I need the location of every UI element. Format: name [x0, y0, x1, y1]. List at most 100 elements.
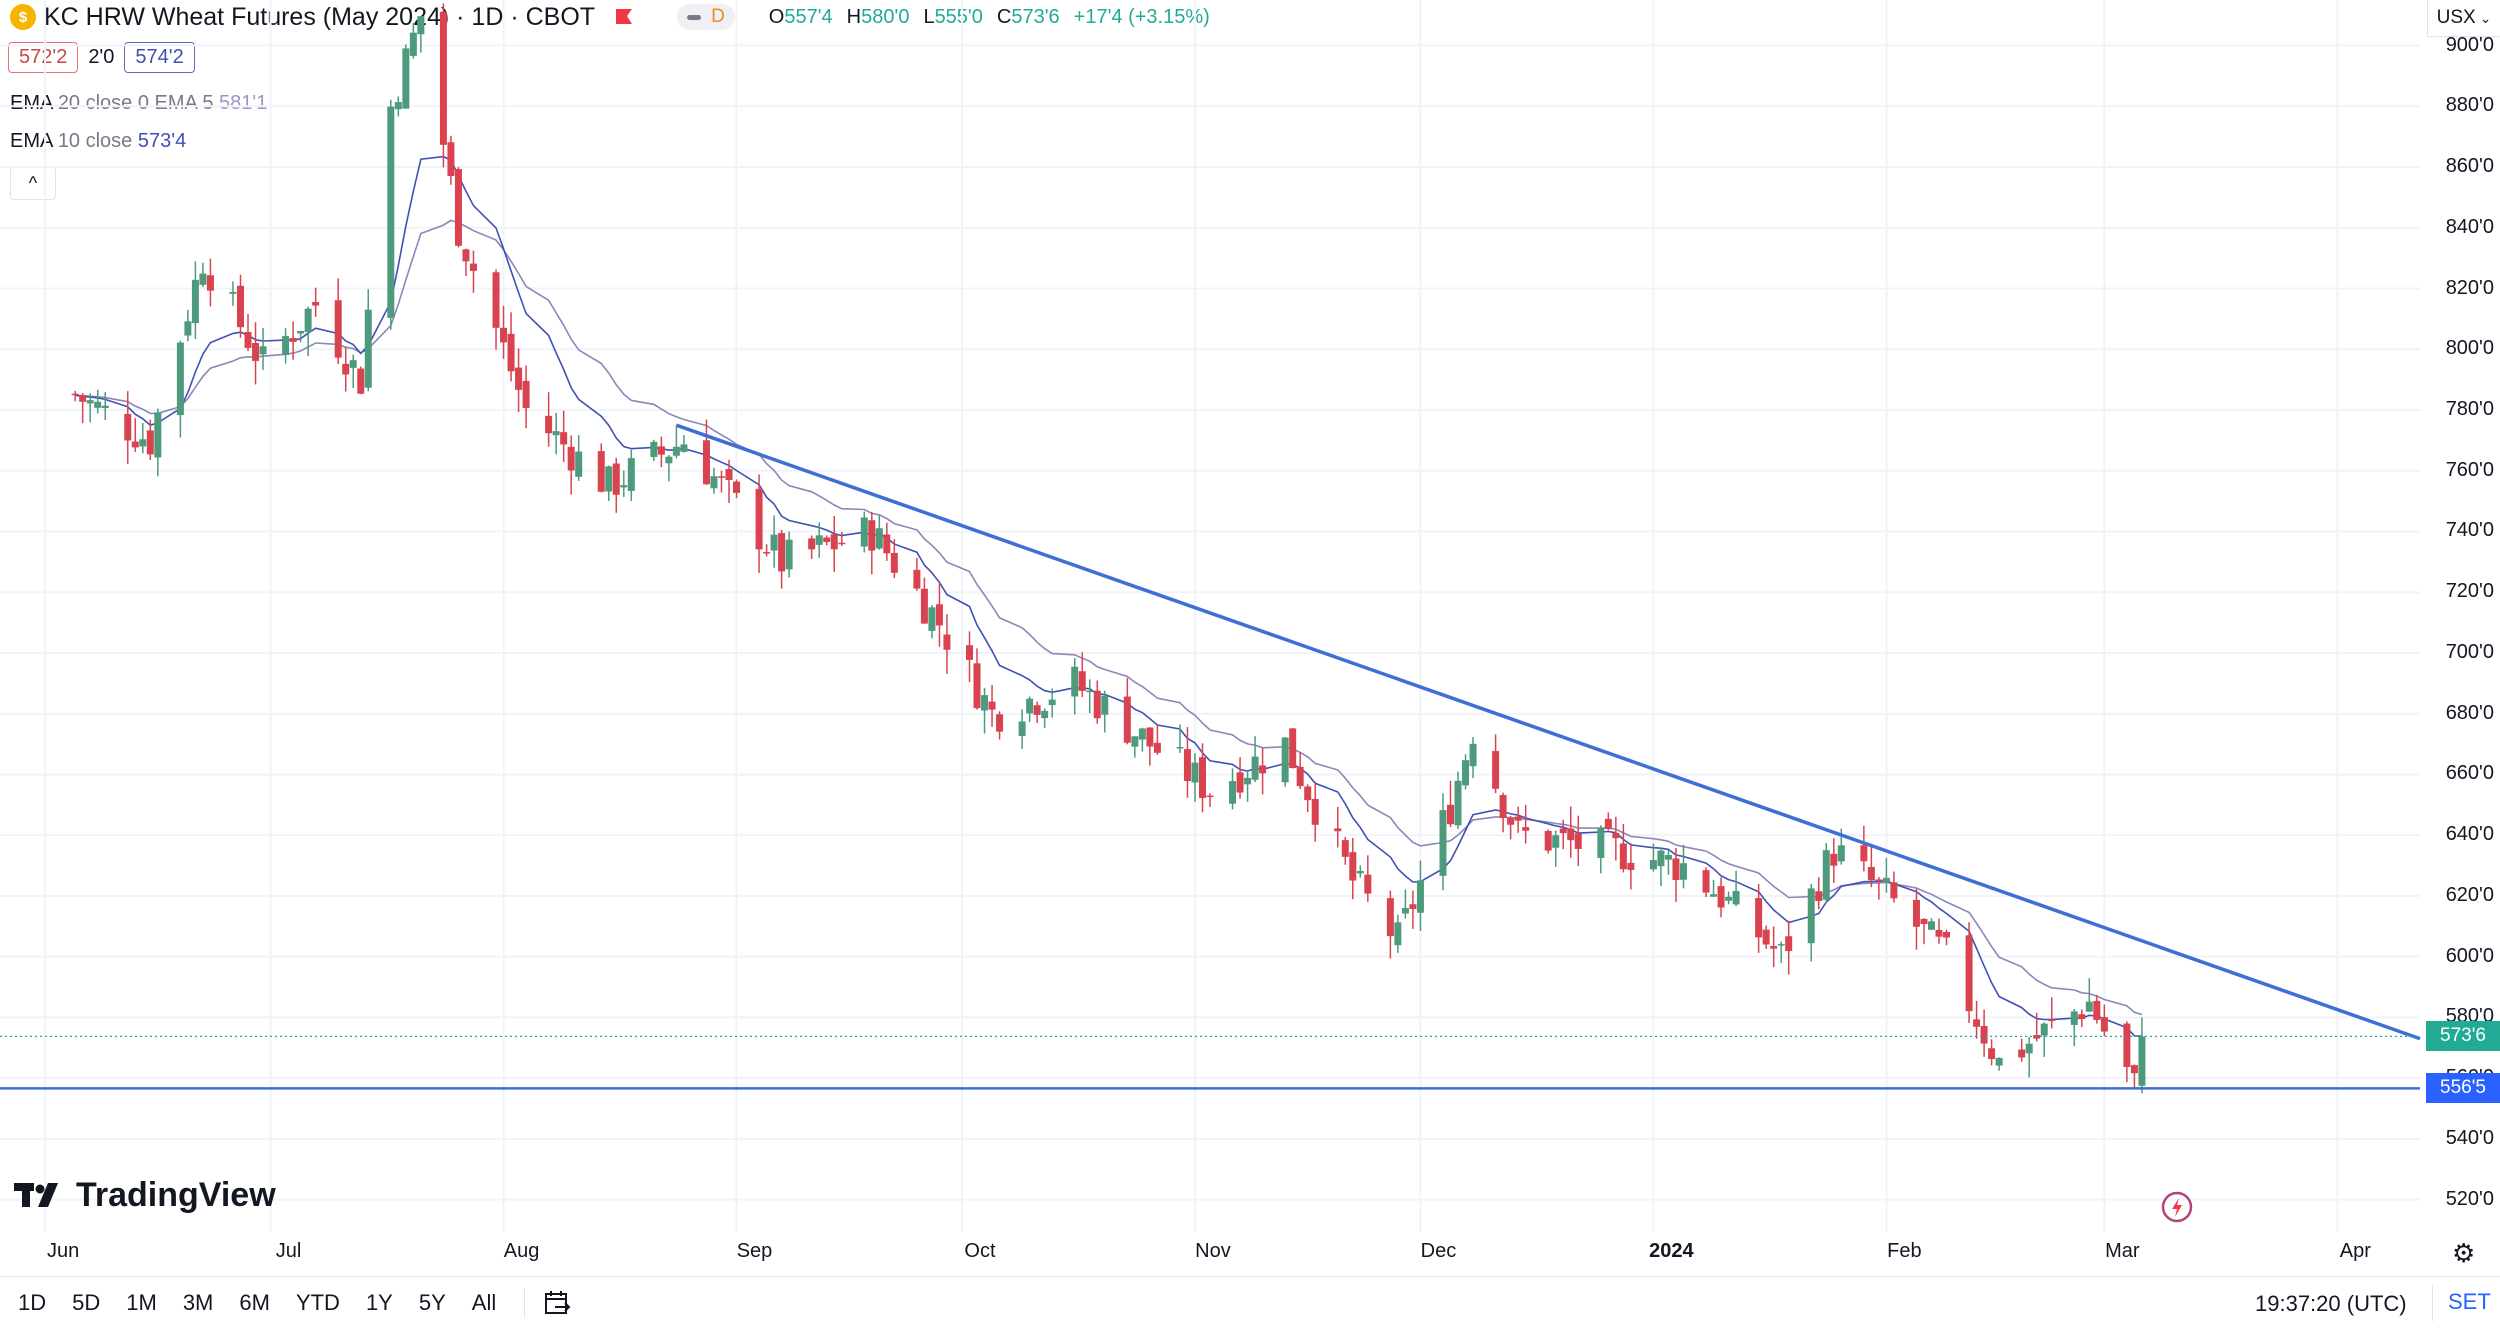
- go-to-date-icon[interactable]: [541, 1287, 573, 1319]
- candle-body: [94, 401, 102, 408]
- candle-body: [1026, 698, 1034, 714]
- candle-down: [1349, 837, 1357, 900]
- range-1d-button[interactable]: 1D: [18, 1290, 47, 1315]
- candle-down: [913, 557, 921, 591]
- candle-body: [79, 395, 87, 402]
- candle-body: [2123, 1023, 2131, 1067]
- toolbar-divider: [2432, 1285, 2433, 1321]
- candle-down: [717, 470, 725, 493]
- candle-body: [943, 634, 951, 650]
- candle-down: [1259, 747, 1267, 795]
- candle-up: [139, 422, 147, 454]
- candle-body: [146, 430, 154, 455]
- price-axis[interactable]: 900'0 880'0 860'0 840'0 820'0 800'0 780'0 760'0…: [2420, 0, 2500, 1240]
- candle-down: [492, 269, 500, 350]
- candle-down: [244, 313, 252, 352]
- ohlc-low-value: 555'0: [934, 5, 983, 28]
- range-5y-button[interactable]: 5Y: [418, 1290, 446, 1315]
- candle-body: [1236, 772, 1244, 793]
- range-all-button[interactable]: All: [471, 1290, 497, 1315]
- candle-body: [252, 343, 260, 361]
- candle-body: [552, 431, 560, 436]
- candle-body: [1612, 832, 1620, 839]
- candle-body: [545, 415, 553, 434]
- candle-down: [560, 410, 568, 462]
- candle-body: [1499, 795, 1507, 819]
- range-3m-button[interactable]: 3M: [182, 1290, 214, 1315]
- chevron-up-icon: ^: [28, 172, 38, 193]
- candle-body: [364, 309, 372, 388]
- candle-body: [1349, 852, 1357, 881]
- session-set-button[interactable]: SET: [2448, 1289, 2491, 1314]
- candle-up: [1725, 891, 1733, 905]
- candle-body: [1710, 894, 1718, 897]
- candle-up: [1597, 825, 1605, 874]
- flag-icon[interactable]: [613, 7, 635, 27]
- ema20-line-path: [75, 219, 2143, 1016]
- candle-down: [1033, 701, 1041, 723]
- candle-down: [545, 392, 553, 447]
- range-1y-button[interactable]: 1Y: [365, 1290, 393, 1315]
- candle-body: [409, 32, 417, 56]
- candle-up: [1251, 736, 1259, 783]
- gear-icon[interactable]: ⚙: [2452, 1238, 2476, 1268]
- candle-body: [1229, 781, 1237, 804]
- horizontal-line-price-tag: 556'5: [2426, 1073, 2500, 1104]
- candle-up: [2138, 1017, 2146, 1094]
- sell-price-button[interactable]: 572'2: [8, 42, 79, 73]
- candle-body: [966, 645, 974, 660]
- candle-body: [1251, 756, 1259, 780]
- ohlc-low-key: L: [923, 5, 935, 28]
- candle-body: [973, 663, 981, 709]
- candle-down: [1341, 836, 1349, 865]
- candle-up: [417, 15, 425, 53]
- candle-down: [838, 531, 846, 546]
- candle-down: [1980, 1009, 1988, 1057]
- candle-up: [1882, 857, 1890, 893]
- candle-up: [1394, 914, 1402, 953]
- candle-up: [184, 309, 192, 342]
- candle-down: [1446, 780, 1454, 828]
- indicator-legend-ema20[interactable]: EMA 20 close 0 EMA 5 581'1: [10, 92, 267, 115]
- candle-up: [1995, 1057, 2003, 1071]
- candle-body: [710, 476, 718, 489]
- candle-up: [1416, 860, 1424, 931]
- indicator-legend-ema10[interactable]: EMA 10 close 573'4: [10, 130, 186, 153]
- candle-down: [1612, 816, 1620, 861]
- candle-body: [1394, 922, 1402, 946]
- clock-utc[interactable]: 19:37:20 (UTC): [2255, 1291, 2407, 1316]
- range-ytd-button[interactable]: YTD: [295, 1290, 340, 1315]
- candle-down: [1860, 825, 1868, 872]
- candle-body: [1469, 743, 1477, 767]
- range-6m-button[interactable]: 6M: [239, 1290, 270, 1315]
- tradingview-logo[interactable]: TradingView: [14, 1176, 276, 1215]
- buy-price-button[interactable]: 574'2: [124, 42, 195, 73]
- candle-body: [920, 588, 928, 624]
- candle-down: [289, 321, 297, 360]
- candle-down: [1492, 734, 1500, 794]
- market-status-pill[interactable]: D: [677, 4, 735, 30]
- range-1m-button[interactable]: 1M: [126, 1290, 157, 1315]
- range-5d-button[interactable]: 5D: [72, 1290, 101, 1315]
- candle-body: [1627, 862, 1635, 870]
- candle-down: [334, 278, 342, 365]
- price-axis-label: 820'0: [2445, 276, 2494, 299]
- candle-down: [1770, 926, 1778, 968]
- candle-body: [259, 346, 267, 355]
- ema10-line: [75, 155, 2142, 1037]
- price-chart[interactable]: [0, 0, 2500, 1276]
- candle-down: [206, 258, 214, 307]
- ohlc-close-key: C: [996, 5, 1012, 28]
- candle-body: [282, 336, 290, 355]
- candle-body: [1183, 749, 1191, 781]
- candle-down: [1559, 819, 1567, 850]
- candle-up: [1454, 771, 1462, 829]
- indicator-name: EMA: [10, 130, 53, 152]
- indicator-value: 581'1: [219, 92, 268, 114]
- candle-down: [522, 365, 530, 429]
- candle-down: [469, 250, 477, 293]
- candle-body: [1980, 1025, 1988, 1044]
- currency-dropdown[interactable]: USX ⌄: [2427, 0, 2500, 37]
- candle-down: [966, 631, 974, 683]
- lightning-icon[interactable]: [2160, 1190, 2194, 1224]
